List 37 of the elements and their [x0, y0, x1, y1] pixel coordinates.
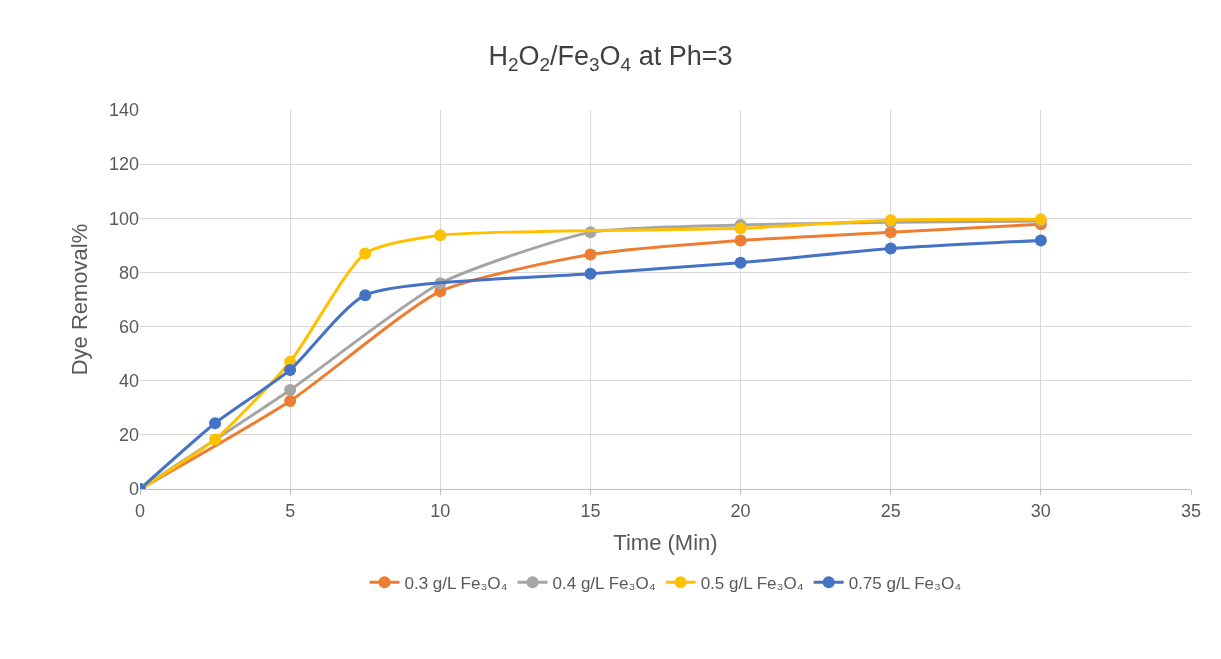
x-tick-label: 15 — [580, 500, 601, 521]
y-tick-label: 60 — [118, 316, 139, 337]
point — [359, 289, 372, 302]
legend-label: 0.4 g/L Fe₃O₄ — [552, 573, 656, 593]
x-tick-label: 30 — [1030, 500, 1051, 521]
y-tick-label: 80 — [118, 262, 139, 283]
point — [734, 234, 747, 247]
point — [1034, 234, 1047, 247]
y-tick-label: 0 — [128, 479, 139, 500]
point — [734, 256, 747, 269]
y-tick-label: 140 — [108, 100, 139, 121]
legend-label: 0.5 g/L Fe₃O₄ — [700, 573, 804, 593]
chart-title: H$_{2}$O$_{2}$/Fe$_{3}$O$_{4}$ at Ph=3 — [488, 41, 733, 75]
point — [284, 383, 297, 396]
y-axis-title: Dye Removal% — [66, 223, 92, 376]
x-tick-label: 5 — [285, 500, 296, 521]
x-tick-label: 10 — [430, 500, 451, 521]
point — [584, 267, 597, 280]
y-tick-label: 40 — [118, 371, 139, 392]
y-tick-label: 120 — [108, 154, 139, 175]
point — [434, 229, 447, 242]
point — [284, 363, 297, 376]
point — [209, 417, 222, 430]
y-tick-label: 20 — [118, 425, 139, 446]
y-tick-label: 100 — [108, 208, 139, 229]
point — [209, 433, 222, 446]
x-axis-title: Time (Min) — [613, 530, 718, 556]
x-tick-label: 25 — [880, 500, 901, 521]
x-tick-label: 35 — [1180, 500, 1202, 521]
legend-label: 0.75 g/L Fe₃O₄ — [848, 573, 962, 593]
point — [359, 247, 372, 260]
legend-label: 0.3 g/L Fe₃O₄ — [404, 573, 508, 593]
point — [884, 226, 897, 239]
point — [284, 395, 297, 408]
point — [884, 242, 897, 255]
point — [584, 248, 597, 261]
x-tick-label: 20 — [730, 500, 751, 521]
